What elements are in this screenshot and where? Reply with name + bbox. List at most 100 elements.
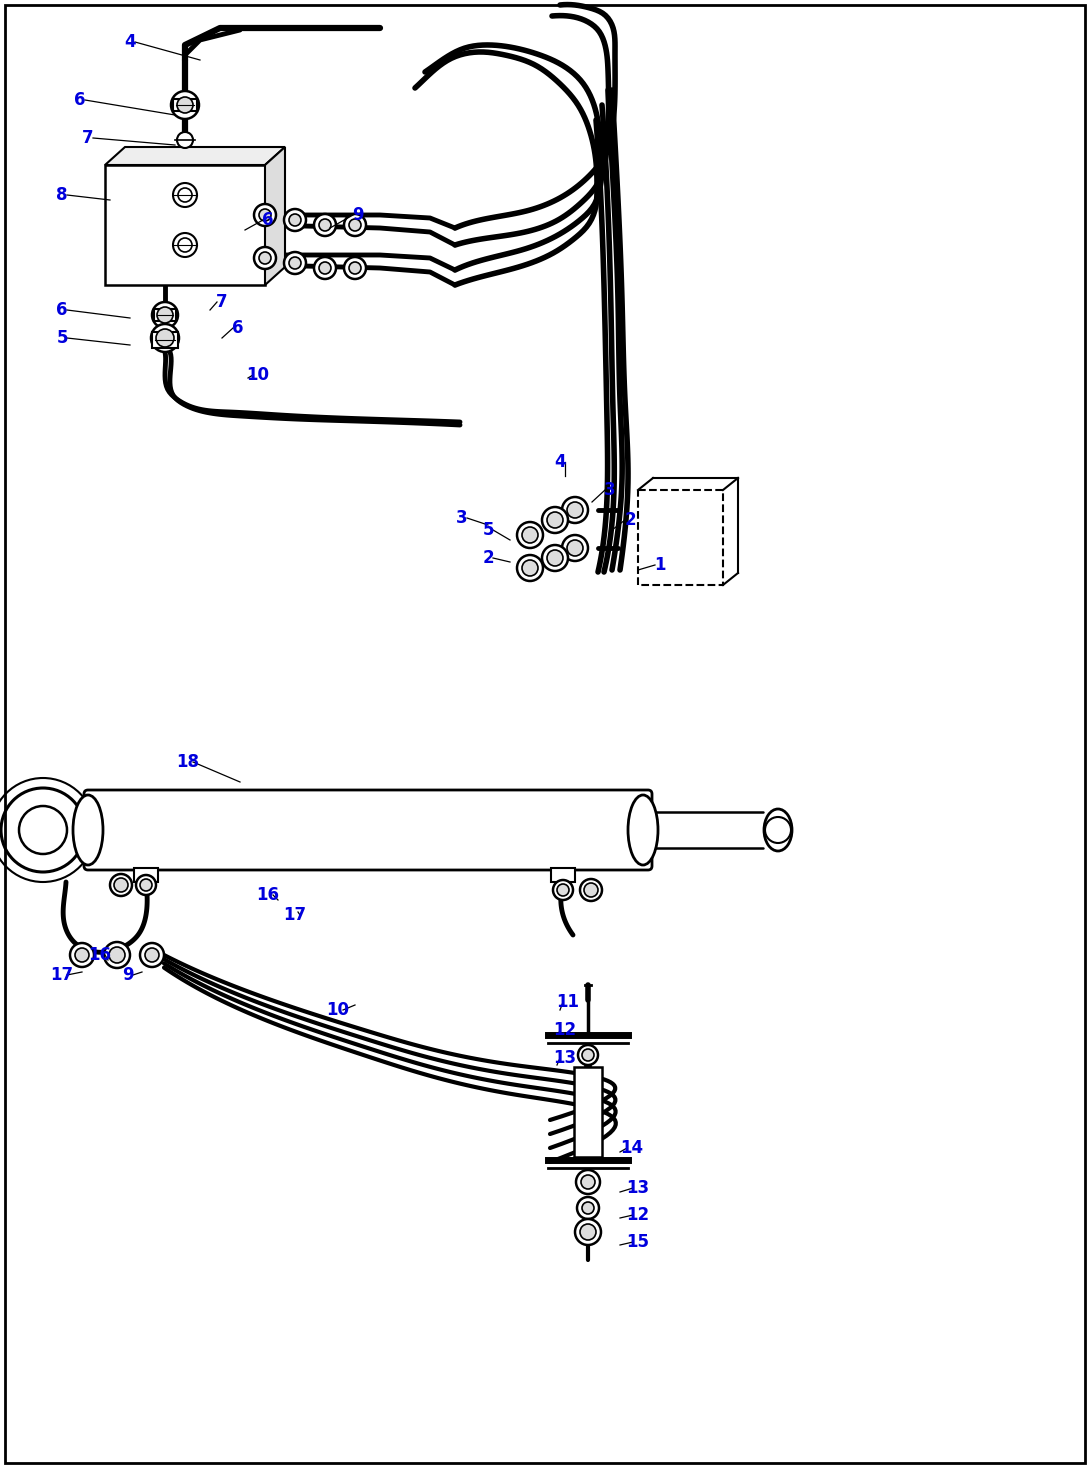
- Text: 13: 13: [627, 1179, 650, 1196]
- Ellipse shape: [628, 796, 658, 865]
- Circle shape: [344, 214, 366, 236]
- Circle shape: [284, 252, 306, 275]
- Text: 11: 11: [557, 992, 580, 1011]
- Text: 7: 7: [216, 294, 228, 311]
- Text: 9: 9: [352, 206, 364, 225]
- Circle shape: [254, 247, 276, 269]
- Text: 8: 8: [57, 186, 68, 204]
- Circle shape: [145, 948, 159, 962]
- Circle shape: [553, 879, 573, 900]
- Circle shape: [114, 878, 128, 893]
- Circle shape: [136, 875, 156, 895]
- Circle shape: [576, 1170, 600, 1193]
- Circle shape: [517, 555, 543, 581]
- Circle shape: [582, 1050, 594, 1061]
- Circle shape: [140, 942, 164, 967]
- Text: 9: 9: [122, 966, 134, 984]
- Text: 6: 6: [74, 91, 86, 109]
- Circle shape: [582, 1202, 594, 1214]
- Circle shape: [109, 947, 125, 963]
- Text: 6: 6: [263, 211, 274, 229]
- Text: 13: 13: [554, 1050, 577, 1067]
- Text: 6: 6: [232, 319, 244, 338]
- Circle shape: [584, 882, 598, 897]
- Bar: [134, 868, 158, 882]
- Circle shape: [576, 1218, 601, 1245]
- Circle shape: [177, 132, 193, 148]
- Text: 4: 4: [554, 454, 566, 471]
- Text: 1: 1: [654, 556, 666, 574]
- Text: 10: 10: [327, 1001, 350, 1019]
- Text: 6: 6: [57, 301, 68, 319]
- Text: 14: 14: [620, 1139, 643, 1157]
- Circle shape: [110, 873, 132, 895]
- Text: 16: 16: [88, 945, 111, 964]
- Bar: [105, 164, 265, 285]
- Circle shape: [1, 788, 85, 872]
- Text: 5: 5: [57, 329, 68, 346]
- Circle shape: [349, 219, 361, 230]
- Ellipse shape: [73, 796, 102, 865]
- FancyBboxPatch shape: [84, 790, 652, 871]
- Circle shape: [567, 540, 583, 556]
- Circle shape: [319, 219, 331, 230]
- Circle shape: [580, 879, 602, 901]
- Circle shape: [259, 208, 271, 222]
- Circle shape: [284, 208, 306, 230]
- Bar: [154, 308, 175, 321]
- Text: 5: 5: [482, 521, 494, 539]
- Text: 7: 7: [82, 129, 94, 147]
- Circle shape: [157, 307, 173, 323]
- Circle shape: [171, 91, 199, 119]
- Bar: [552, 868, 576, 882]
- Circle shape: [156, 329, 174, 346]
- Circle shape: [542, 545, 568, 571]
- Circle shape: [542, 506, 568, 533]
- Circle shape: [314, 214, 336, 236]
- Circle shape: [173, 233, 197, 257]
- Circle shape: [557, 884, 569, 895]
- Circle shape: [75, 948, 89, 962]
- Text: 12: 12: [627, 1207, 650, 1224]
- Circle shape: [522, 527, 538, 543]
- Circle shape: [319, 261, 331, 275]
- Circle shape: [562, 534, 588, 561]
- Circle shape: [140, 879, 152, 891]
- Circle shape: [152, 324, 179, 352]
- Circle shape: [562, 498, 588, 523]
- Text: 16: 16: [256, 887, 279, 904]
- Circle shape: [289, 214, 301, 226]
- Polygon shape: [265, 147, 284, 285]
- Text: 10: 10: [246, 366, 269, 385]
- Circle shape: [289, 257, 301, 269]
- Text: 17: 17: [283, 906, 306, 923]
- Circle shape: [547, 550, 564, 567]
- Text: 18: 18: [177, 753, 199, 771]
- Circle shape: [547, 512, 564, 528]
- Bar: [574, 1067, 602, 1157]
- Text: 3: 3: [457, 509, 468, 527]
- Circle shape: [344, 257, 366, 279]
- Circle shape: [578, 1045, 598, 1064]
- Text: 3: 3: [604, 482, 616, 499]
- Circle shape: [577, 1196, 600, 1218]
- Bar: [152, 332, 178, 348]
- Polygon shape: [105, 147, 284, 164]
- Bar: [173, 98, 197, 112]
- Circle shape: [567, 502, 583, 518]
- Text: 17: 17: [50, 966, 73, 984]
- Text: 4: 4: [124, 32, 136, 51]
- Circle shape: [104, 942, 130, 967]
- Circle shape: [152, 302, 178, 327]
- Circle shape: [522, 559, 538, 575]
- Circle shape: [314, 257, 336, 279]
- Circle shape: [70, 942, 94, 967]
- Ellipse shape: [764, 809, 792, 851]
- Text: 12: 12: [554, 1022, 577, 1039]
- Circle shape: [259, 252, 271, 264]
- Text: 15: 15: [627, 1233, 650, 1251]
- Bar: [638, 490, 723, 586]
- Circle shape: [177, 97, 193, 113]
- Circle shape: [254, 204, 276, 226]
- Circle shape: [517, 523, 543, 548]
